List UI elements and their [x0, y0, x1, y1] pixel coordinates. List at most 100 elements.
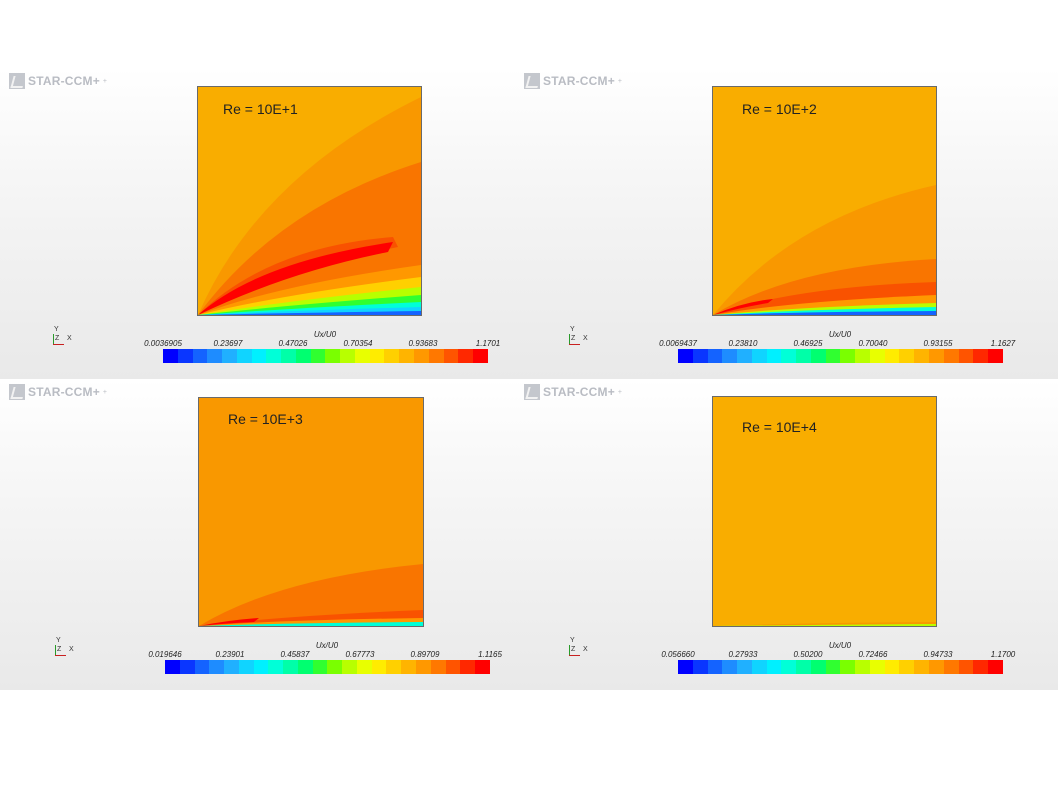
- colorbar-tick: 0.23901: [215, 650, 245, 659]
- colorbar-tick: 0.67773: [345, 650, 375, 659]
- axis-triad: Y Z X: [568, 326, 592, 351]
- colorbar-tick: 0.72466: [858, 650, 888, 659]
- colorbar-swatch: [207, 349, 223, 363]
- starccm-logo: STAR-CCM+ +: [9, 384, 107, 400]
- colorbar-swatch: [707, 349, 723, 363]
- colorbar-swatch: [354, 349, 370, 363]
- colorbar: [678, 349, 1003, 363]
- colorbar-swatch: [722, 349, 738, 363]
- colorbar-tick: 0.46925: [793, 339, 823, 348]
- colorbar-tick: 1.1627: [990, 339, 1016, 348]
- colorbar-swatch: [251, 349, 267, 363]
- x-axis-line: [569, 344, 580, 345]
- colorbar-swatch: [209, 660, 225, 674]
- panel-re-10e3: STAR-CCM+ + Re = 10E+3 Y Z X Ux/U0 0.0196…: [0, 379, 515, 690]
- colorbar-title: Ux/U0: [313, 330, 337, 339]
- starccm-logo-icon: [9, 384, 25, 400]
- colorbar-swatch: [914, 660, 930, 674]
- colorbar-swatch: [283, 660, 298, 674]
- colorbar-swatch: [855, 660, 870, 674]
- colorbar-swatch: [266, 349, 282, 363]
- colorbar-swatch: [810, 660, 826, 674]
- colorbar-swatch: [825, 349, 841, 363]
- panel-re-10e4: STAR-CCM+ + Re = 10E+4 Y Z X Ux/U0 0.0566…: [515, 379, 1058, 690]
- reynolds-label: Re = 10E+3: [228, 411, 303, 427]
- colorbar-swatch: [855, 349, 870, 363]
- colorbar-swatch: [445, 660, 461, 674]
- reynolds-label: Re = 10E+4: [742, 419, 817, 435]
- colorbar-swatch: [268, 660, 284, 674]
- colorbar-swatch: [238, 660, 254, 674]
- velocity-contour: [198, 87, 421, 315]
- colorbar-ticks: 0.019646 0.23901 0.45837 0.67773 0.89709…: [148, 650, 502, 660]
- y-axis-line: [569, 645, 570, 656]
- colorbar-swatch: [414, 349, 429, 363]
- colorbar-swatch: [781, 349, 797, 363]
- colorbar-swatch: [443, 349, 459, 363]
- colorbar-swatch: [678, 349, 693, 363]
- colorbar-swatch: [766, 349, 782, 363]
- colorbar-swatch: [988, 349, 1003, 363]
- colorbar-tick: 0.70040: [858, 339, 888, 348]
- colorbar-swatch: [163, 349, 178, 363]
- contour-plot: [712, 86, 937, 316]
- colorbar-tick: 0.70354: [343, 339, 373, 348]
- colorbar-ticks: 0.056660 0.27933 0.50200 0.72466 0.94733…: [661, 650, 1015, 660]
- colorbar-swatch: [416, 660, 431, 674]
- colorbar-ticks: 0.0036905 0.23697 0.47026 0.70354 0.9368…: [144, 339, 500, 349]
- triad-z-label: Z: [571, 646, 576, 653]
- colorbar-swatch: [869, 660, 885, 674]
- colorbar-swatch: [899, 660, 915, 674]
- colorbar-swatch: [460, 660, 476, 674]
- colorbar-swatch: [430, 660, 446, 674]
- colorbar-swatch: [253, 660, 269, 674]
- colorbar-swatch: [899, 349, 915, 363]
- colorbar-swatch: [884, 660, 900, 674]
- colorbar-swatch: [914, 349, 930, 363]
- colorbar-tick: 0.0036905: [144, 339, 182, 348]
- colorbar-swatch: [678, 660, 693, 674]
- colorbar-title: Ux/U0: [828, 641, 852, 650]
- colorbar-swatch: [340, 349, 355, 363]
- colorbar-swatch: [973, 660, 989, 674]
- colorbar-swatch: [236, 349, 252, 363]
- colorbar-tick: 0.0069437: [659, 339, 697, 348]
- colorbar-tick: 0.47026: [278, 339, 308, 348]
- triad-y-label: Y: [570, 637, 575, 644]
- colorbar-swatch: [327, 660, 343, 674]
- triad-x-label: X: [583, 335, 588, 342]
- panel-re-10e2: STAR-CCM+ + Re = 10E+2 Y Z X Ux/U0 0.0069…: [515, 68, 1058, 379]
- colorbar-tick: 0.23810: [728, 339, 758, 348]
- colorbar-tick: 0.27933: [728, 650, 758, 659]
- colorbar-tick: 0.94733: [923, 650, 953, 659]
- colorbar-swatch: [869, 349, 885, 363]
- colorbar-swatch: [884, 349, 900, 363]
- starccm-logo-icon: [524, 384, 540, 400]
- colorbar-swatch: [943, 349, 959, 363]
- colorbar: [678, 660, 1003, 674]
- colorbar-tick: 0.23697: [213, 339, 243, 348]
- colorbar-swatch: [386, 660, 402, 674]
- colorbar-swatch: [224, 660, 239, 674]
- colorbar-title: Ux/U0: [315, 641, 339, 650]
- logo-text: STAR-CCM+: [28, 385, 100, 399]
- y-axis-line: [55, 645, 56, 656]
- colorbar-swatch: [369, 349, 385, 363]
- colorbar-swatch: [988, 660, 1003, 674]
- colorbar-tick: 0.056660: [661, 650, 695, 659]
- contour-plot: [198, 397, 424, 627]
- triad-z-label: Z: [571, 335, 576, 342]
- triad-x-label: X: [583, 646, 588, 653]
- logo-text: STAR-CCM+: [543, 385, 615, 399]
- colorbar: [165, 660, 490, 674]
- colorbar-tick: 0.93155: [923, 339, 953, 348]
- colorbar-tick: 0.019646: [148, 650, 182, 659]
- starccm-logo: STAR-CCM+ +: [524, 384, 622, 400]
- triad-y-label: Y: [54, 326, 59, 333]
- colorbar-ticks: 0.0069437 0.23810 0.46925 0.70040 0.9315…: [659, 339, 1015, 349]
- colorbar-swatch: [310, 349, 326, 363]
- starccm-logo: STAR-CCM+ +: [524, 73, 622, 89]
- y-axis-line: [569, 334, 570, 345]
- colorbar-swatch: [737, 660, 752, 674]
- triad-x-label: X: [67, 335, 72, 342]
